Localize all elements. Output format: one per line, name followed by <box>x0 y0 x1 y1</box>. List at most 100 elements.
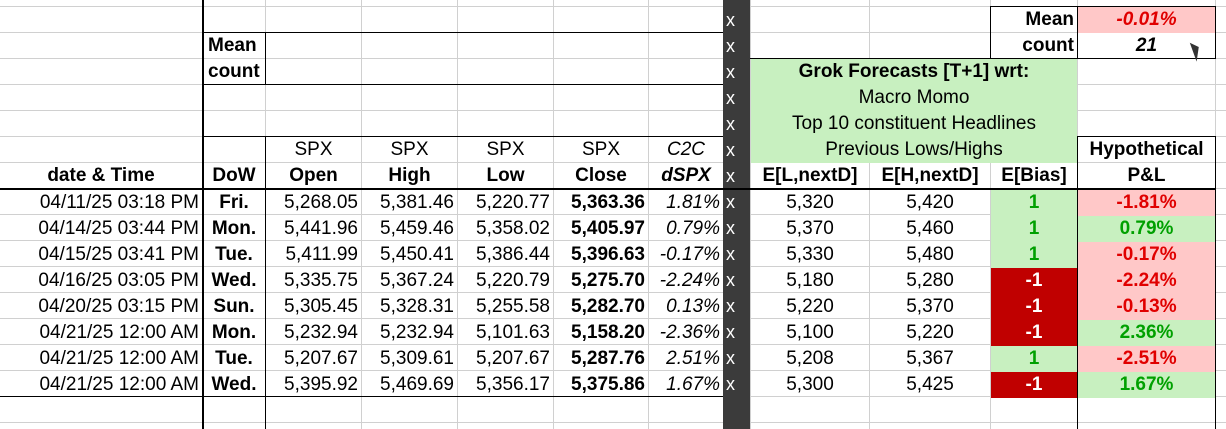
cell-open: 5,335.75 <box>284 270 358 291</box>
header-dow: DoW <box>212 165 256 186</box>
cell-eh: 5,420 <box>906 192 954 213</box>
mean-value: -0.01% <box>1078 7 1215 33</box>
cell-el: 5,300 <box>786 374 834 395</box>
cell-low: 5,220.79 <box>476 270 550 291</box>
cell-bias: 1 <box>991 216 1077 242</box>
cell-open: 5,207.67 <box>284 348 358 369</box>
cell-bias: 1 <box>991 190 1077 216</box>
separator-x-mark: x <box>726 114 735 134</box>
header-dspx: dSPX <box>661 165 711 186</box>
cell-pl: 0.79% <box>1078 216 1215 242</box>
cell-high: 5,450.41 <box>380 244 454 265</box>
cell-close: 5,363.36 <box>571 192 645 213</box>
cell-dspx: 0.13% <box>666 296 720 317</box>
cell-el: 5,180 <box>786 270 834 291</box>
cell-low: 5,356.17 <box>476 374 550 395</box>
header-c2c-top: C2C <box>666 139 705 160</box>
cell-low: 5,220.77 <box>476 192 550 213</box>
cell-dow: Fri. <box>219 192 249 213</box>
cell-bias: -1 <box>991 372 1077 398</box>
border-open-left <box>265 136 266 429</box>
cell-high: 5,459.46 <box>380 218 454 239</box>
cell-date: 04/11/25 03:18 PM <box>39 192 199 213</box>
cell-low: 5,386.44 <box>476 244 550 265</box>
cell-bias: -1 <box>991 320 1077 346</box>
cell-low: 5,101.63 <box>476 322 550 343</box>
cell-close: 5,396.63 <box>571 244 645 265</box>
header-pl-top: Hypothetical <box>1089 139 1204 160</box>
cell-bias: 1 <box>991 346 1077 372</box>
separator-column <box>723 0 750 429</box>
separator-x-mark: x <box>726 88 735 108</box>
cell-dow: Wed. <box>211 374 257 395</box>
cell-date: 04/20/25 03:15 PM <box>38 296 199 317</box>
cell-pl: -0.17% <box>1078 242 1215 268</box>
cell-open: 5,268.05 <box>284 192 358 213</box>
cell-bias: 1 <box>991 242 1077 268</box>
cell-low: 5,207.67 <box>476 348 550 369</box>
header-pl: P&L <box>1127 165 1166 186</box>
cell-el: 5,220 <box>786 296 834 317</box>
forecast-item: Top 10 constituent Headlines <box>751 111 1077 137</box>
cell-pl: -2.51% <box>1078 346 1215 372</box>
separator-x-mark: x <box>726 244 735 264</box>
cell-pl: -0.13% <box>1078 294 1215 320</box>
cell-dspx: 0.79% <box>666 218 720 239</box>
header-low: Low <box>486 165 525 186</box>
separator-x-mark: x <box>726 296 735 316</box>
border-forecast-top <box>750 58 1077 59</box>
cell-open: 5,232.94 <box>284 322 358 343</box>
cell-close: 5,158.20 <box>571 322 645 343</box>
cell-dspx: 2.51% <box>666 348 720 369</box>
cell-high: 5,328.31 <box>380 296 454 317</box>
cell-el: 5,100 <box>786 322 834 343</box>
cell-date: 04/21/25 12:00 AM <box>39 374 199 395</box>
separator-x-mark: x <box>726 10 735 30</box>
cell-dow: Tue. <box>215 244 253 265</box>
cell-dspx: -2.24% <box>659 270 720 291</box>
border-summary-div <box>265 32 266 85</box>
mean-label-left: Mean <box>208 35 257 56</box>
cell-date: 04/14/25 03:44 PM <box>38 218 199 239</box>
separator-x-mark: x <box>726 166 735 186</box>
forecast-title: Grok Forecasts [T+1] wrt: <box>751 59 1077 85</box>
cell-dow: Tue. <box>215 348 253 369</box>
separator-x-mark: x <box>726 348 735 368</box>
border-mean-bottom <box>991 58 1215 59</box>
cell-close: 5,375.86 <box>571 374 645 395</box>
cell-dow: Mon. <box>211 218 257 239</box>
cell-el: 5,330 <box>786 244 834 265</box>
header-high-top: SPX <box>390 139 429 160</box>
cell-dow: Sun. <box>213 296 255 317</box>
header-bias: E[Bias] <box>1001 165 1067 186</box>
border-header-top <box>203 136 723 137</box>
count-label-right: count <box>1022 35 1074 56</box>
cell-dow: Wed. <box>211 270 257 291</box>
border-mean-left <box>990 6 991 59</box>
header-low-top: SPX <box>486 139 525 160</box>
cell-high: 5,367.24 <box>380 270 454 291</box>
cell-open: 5,411.99 <box>285 244 358 265</box>
separator-x-mark: x <box>726 374 735 394</box>
mean-label-right: Mean <box>1025 9 1074 30</box>
cell-close: 5,287.76 <box>571 348 645 369</box>
border-summary-bottom <box>203 84 723 85</box>
header-close: Close <box>575 165 627 186</box>
border-pl-right <box>1215 136 1216 429</box>
border-mean-top <box>991 6 1215 7</box>
header-eh: E[H,nextD] <box>881 165 979 186</box>
header-open-top: SPX <box>294 139 333 160</box>
cell-eh: 5,370 <box>906 296 954 317</box>
cell-high: 5,309.61 <box>380 348 454 369</box>
header-date: date & Time <box>47 165 155 186</box>
cell-eh: 5,480 <box>906 244 954 265</box>
header-high: High <box>388 165 431 186</box>
cell-el: 5,208 <box>786 348 834 369</box>
border-pl-left <box>1077 136 1078 429</box>
cell-dspx: -0.17% <box>659 244 720 265</box>
forecast-item: Previous Lows/Highs <box>751 137 1077 163</box>
cell-high: 5,232.94 <box>380 322 454 343</box>
separator-x-mark: x <box>726 36 735 56</box>
cell-dow: Mon. <box>211 322 257 343</box>
cell-close: 5,282.70 <box>571 296 645 317</box>
